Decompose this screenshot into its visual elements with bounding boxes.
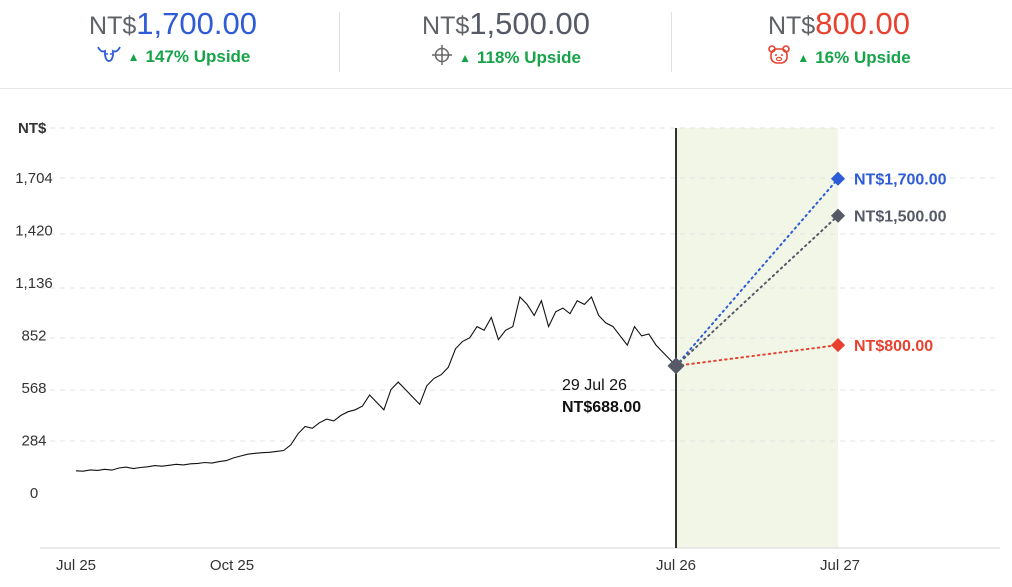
x-tick-label: Jul 25 [56, 557, 96, 574]
low-target-marker [830, 338, 846, 353]
up-arrow-icon: ▲ [797, 50, 810, 65]
up-arrow-icon: ▲ [127, 49, 140, 64]
low-target-value: 800.00 [815, 6, 911, 41]
header-divider [671, 12, 672, 72]
low-target-currency: NT$ [767, 12, 816, 40]
average-target-label: NT$1,500.00 [854, 209, 947, 226]
average-target: NT$1,500.00 ▲ 118% Upside [341, 6, 671, 71]
y-tick-label: 1,136 [15, 275, 53, 292]
average-target-upside: 118% Upside [476, 47, 581, 67]
y-tick-label: 284 [21, 433, 46, 450]
x-tick-label: Jul 26 [656, 557, 696, 574]
y-tick-label: 1,704 [15, 170, 53, 187]
high-target-upside: 147% Upside [145, 46, 251, 66]
current-date-label: 29 Jul 26 [562, 377, 627, 394]
low-target: NT$800.00 ▲ 16% Upside [674, 6, 1004, 71]
up-arrow-icon: ▲ [459, 50, 471, 65]
y-tick-label: 0 [30, 485, 38, 502]
bear-icon [767, 44, 791, 71]
low-target-label: NT$800.00 [854, 338, 933, 355]
price-target-header: NT$1,700.00 ▲ 147% Upside NT$1,500.00 ▲ 11… [0, 0, 1012, 89]
y-tick-label: 1,420 [15, 223, 53, 240]
average-target-marker [830, 208, 846, 223]
header-divider [339, 12, 340, 72]
average-target-currency: NT$ [422, 12, 470, 40]
y-axis-label: NT$ [18, 120, 47, 137]
crosshair-icon [431, 44, 453, 71]
current-price-marker [667, 357, 685, 375]
high-target: NT$1,700.00 ▲ 147% Upside [8, 6, 338, 69]
bull-icon [96, 44, 122, 69]
high-target-label: NT$1,700.00 [854, 172, 947, 189]
price-history-line [75, 295, 677, 472]
x-tick-label: Oct 25 [210, 557, 254, 574]
low-target-upside: 16% Upside [815, 47, 911, 67]
average-target-value: 1,500.00 [469, 6, 590, 41]
y-tick-label: 852 [21, 328, 46, 345]
high-target-marker [830, 171, 846, 186]
average-projection-line [675, 214, 839, 367]
x-tick-label: Jul 27 [820, 557, 860, 574]
high-target-currency: NT$ [89, 12, 137, 40]
low-projection-line [675, 344, 839, 367]
current-price-label: NT$688.00 [562, 399, 641, 416]
y-tick-label: 568 [21, 380, 46, 397]
high-target-value: 1,700.00 [136, 6, 257, 41]
price-chart: NT$ 0 284 568 852 1,136 1,420 1,704 Jul 25 Oct 2… [15, 120, 1000, 574]
